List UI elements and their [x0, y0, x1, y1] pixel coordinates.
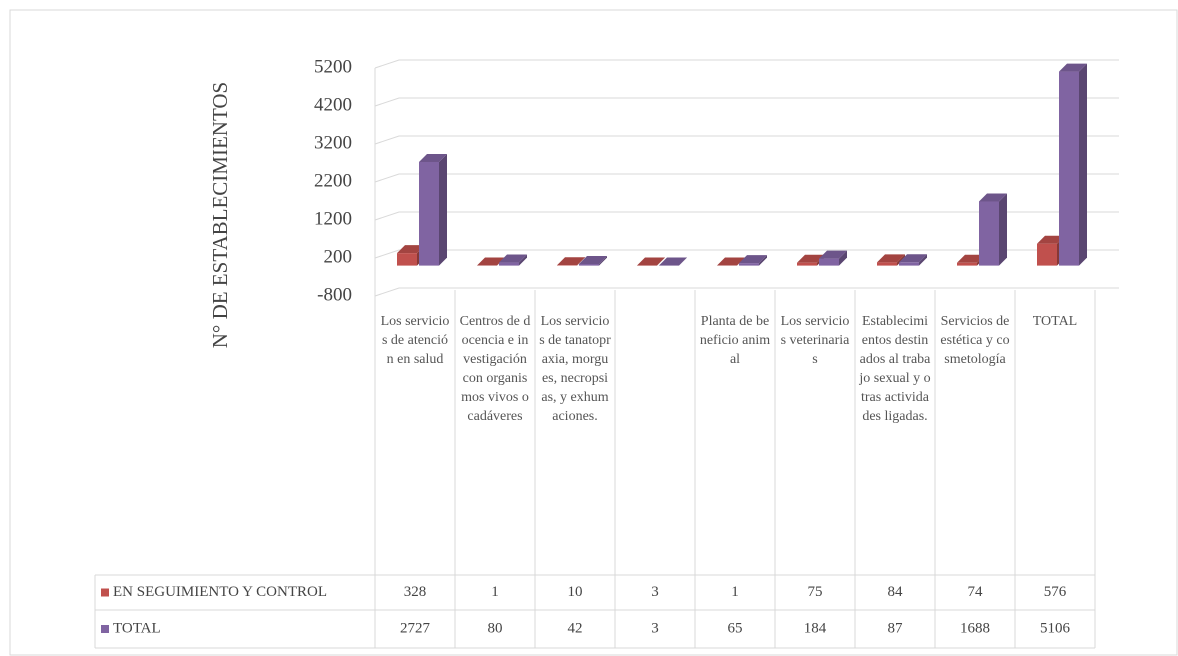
y-tick-label: 3200	[314, 132, 352, 153]
table-value: 42	[568, 620, 583, 636]
bar	[739, 263, 759, 266]
bar	[397, 253, 417, 266]
bar-side	[439, 153, 447, 266]
table-value: 74	[968, 584, 984, 600]
table-value: 5106	[1040, 620, 1071, 636]
bar-top	[419, 153, 447, 162]
bar	[499, 262, 519, 266]
x-tick-label-box: Los servicios de atención en salud	[380, 314, 450, 367]
bar-top	[397, 245, 425, 254]
bar-side	[839, 250, 847, 266]
table-value: 84	[888, 584, 904, 600]
bar	[877, 262, 897, 266]
grid-line	[374, 287, 1119, 297]
grid-line	[374, 135, 1119, 145]
table-value: 2727	[400, 620, 431, 636]
bar-top	[739, 255, 767, 264]
bar-top	[979, 193, 1007, 202]
x-tick-label-box: Los servicios de tanatopraxia, morgues, …	[539, 314, 611, 424]
bar-top	[899, 254, 927, 263]
bar	[419, 161, 439, 266]
x-tick-label: Los servicios de tanatopraxia, morgues, …	[539, 314, 611, 424]
bar-top	[499, 254, 527, 263]
bar-top	[659, 257, 687, 266]
y-tick-label: 5200	[314, 56, 352, 77]
x-tick-label: Establecimientos destinados al trabajo s…	[859, 314, 931, 424]
legend-label: TOTAL	[113, 620, 161, 636]
legend-swatch	[101, 588, 109, 597]
bar-side	[759, 255, 767, 266]
y-tick-label: 1200	[314, 208, 352, 229]
table-value: 576	[1044, 584, 1067, 600]
table-value: 75	[808, 584, 823, 600]
table-value: 1688	[960, 620, 990, 636]
bar-top	[477, 257, 505, 266]
grid-line	[374, 211, 1119, 221]
chart-border	[9, 9, 1178, 656]
table-value: 1	[491, 584, 499, 600]
y-tick-label: 200	[324, 246, 353, 267]
x-tick-label-box: Los servicios veterinarias	[780, 314, 850, 367]
table-value: 184	[804, 620, 827, 636]
bar	[979, 201, 999, 266]
bar-top	[637, 257, 665, 266]
x-tick-label: Servicios de estética y cosmetología	[940, 314, 1010, 367]
bar	[797, 262, 817, 266]
legend-label: EN SEGUIMIENTO Y CONTROL	[113, 584, 327, 600]
x-tick-label-box: Establecimientos destinados al trabajo s…	[859, 314, 931, 424]
table-value: 65	[728, 620, 743, 636]
bar-side	[599, 256, 607, 266]
bar-top	[557, 257, 585, 266]
grid-line	[374, 173, 1119, 183]
bar-top	[1037, 235, 1065, 244]
x-tick-label: Los servicios veterinarias	[780, 314, 850, 367]
table-value: 1	[731, 584, 739, 600]
x-tick-label-box: Planta de beneficio animal	[699, 314, 771, 367]
bar	[1037, 243, 1057, 266]
bar-top	[1059, 63, 1087, 72]
table-value: 328	[404, 584, 427, 600]
x-tick-label-box: Servicios de estética y cosmetología	[940, 314, 1010, 367]
bar-side	[577, 257, 585, 266]
y-tick-label: -800	[317, 284, 352, 305]
legend-swatch	[101, 625, 109, 633]
y-tick-label: 2200	[314, 170, 352, 191]
grid-line	[374, 249, 1119, 259]
table-value: 3	[651, 584, 659, 600]
bar-side	[519, 254, 527, 266]
bar-top	[717, 257, 745, 266]
bar-top	[877, 254, 905, 263]
bar-side	[657, 257, 665, 266]
x-tick-label-box: Centros de docencia e investigación con …	[459, 314, 531, 424]
grid-line	[374, 59, 1119, 69]
bar-top	[579, 256, 607, 265]
bar-side	[1079, 63, 1087, 266]
bar	[957, 262, 977, 266]
x-tick-label: TOTAL	[1032, 314, 1078, 329]
table-value: 10	[568, 584, 583, 600]
bar-top	[797, 254, 825, 263]
bar-side	[919, 254, 927, 266]
bar-top	[957, 254, 985, 263]
bar	[1059, 71, 1079, 266]
bar	[579, 264, 599, 266]
bar-top	[819, 250, 847, 259]
table-value: 80	[488, 620, 503, 636]
bar	[899, 262, 919, 266]
bar	[819, 258, 839, 266]
y-axis-label: N° DE ESTABLECIMIENTOS	[208, 82, 232, 349]
x-tick-label: Planta de beneficio animal	[699, 314, 771, 367]
bar-side	[999, 193, 1007, 266]
grid-line	[374, 97, 1119, 107]
x-tick-label-box: TOTAL	[1032, 314, 1078, 329]
y-tick-label: 4200	[314, 94, 352, 115]
x-tick-label: Centros de docencia e investigación con …	[459, 314, 531, 424]
bar-side	[679, 257, 687, 266]
table-value: 3	[651, 620, 659, 636]
table-value: 87	[888, 620, 904, 636]
x-tick-label: Los servicios de atención en salud	[380, 314, 450, 367]
